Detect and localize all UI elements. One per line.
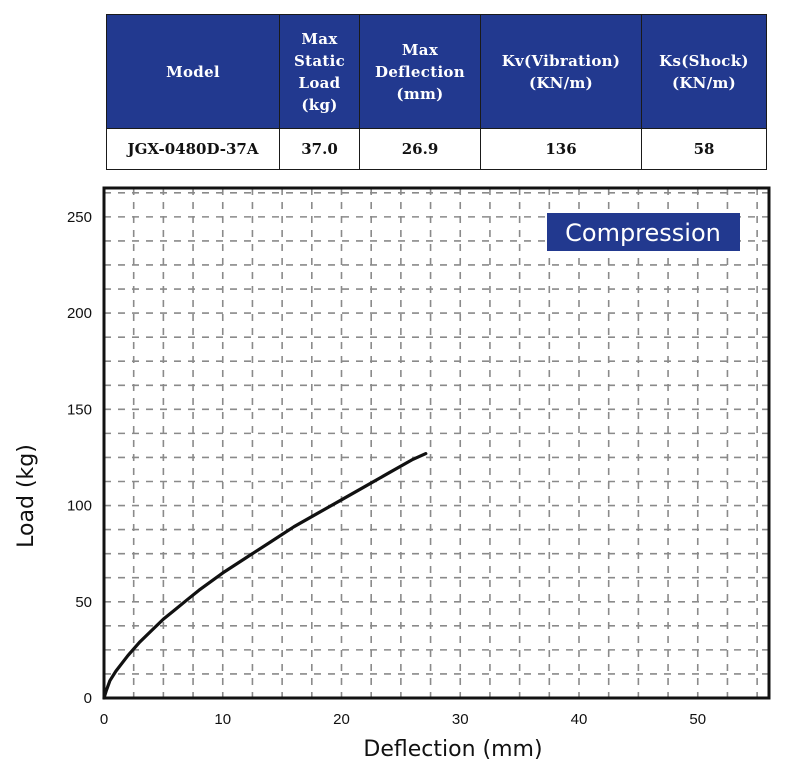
plot-frame: [102, 186, 771, 700]
header-ks-shock: Ks(Shock) (KN/m): [641, 14, 767, 129]
header-max-static-load: Max Static Load (kg): [279, 14, 360, 129]
y-tick-label: 150: [67, 401, 92, 418]
cell-kv-vibration: 136: [480, 128, 642, 170]
header-model: Model: [106, 14, 280, 129]
header-max-deflection: Max Deflection (mm): [359, 14, 481, 129]
y-tick-labels: 0 50 100 150 200 250: [67, 209, 92, 707]
table-row: JGX-0480D-37A 37.0 26.9 136 58: [106, 128, 767, 170]
y-tick-label: 200: [67, 305, 92, 322]
compression-badge: [547, 213, 740, 251]
x-tick-label: 20: [333, 711, 350, 728]
series-line: [102, 452, 428, 700]
y-tick-label: 250: [67, 209, 92, 226]
x-tick-label: 10: [214, 711, 231, 728]
header-kv-vibration: Kv(Vibration) (KN/m): [480, 14, 642, 129]
y-tick-label: 50: [75, 594, 92, 611]
y-tick-label: 0: [84, 690, 92, 707]
x-tick-label: 0: [100, 711, 108, 728]
cell-ks-shock: 58: [641, 128, 767, 170]
compression-badge-text: Compression: [565, 219, 721, 247]
y-axis-title: Load (kg): [14, 444, 39, 548]
x-tick-label: 40: [571, 711, 588, 728]
x-tick-label: 30: [452, 711, 469, 728]
x-tick-label: 50: [689, 711, 706, 728]
cell-max-deflection: 26.9: [359, 128, 481, 170]
table-header-row: Model Max Static Load (kg) Max Deflectio…: [106, 14, 767, 129]
cell-max-static-load: 37.0: [279, 128, 360, 170]
cell-model: JGX-0480D-37A: [106, 128, 280, 170]
x-axis-title: Deflection (mm): [363, 737, 542, 762]
x-tick-labels: 0 10 20 30 40 50: [100, 711, 706, 728]
grid-lines: [104, 188, 769, 698]
spec-table: Model Max Static Load (kg) Max Deflectio…: [106, 14, 767, 170]
y-tick-label: 100: [67, 498, 92, 515]
